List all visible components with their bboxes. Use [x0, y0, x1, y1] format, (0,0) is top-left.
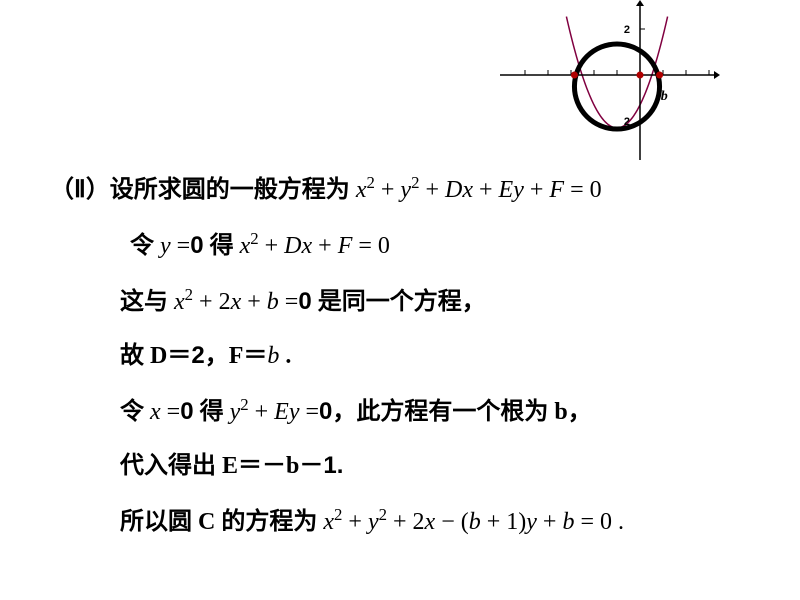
line5-c: 得 — [194, 399, 224, 425]
line3-c: 是同一个方程， — [312, 289, 486, 315]
graph-b-label: b — [661, 89, 668, 105]
eq2: x2 + Dx + F = 0 — [240, 233, 390, 259]
line4-a: 故 D＝ — [120, 343, 191, 369]
line1-text: ）设所求圆的一般方程为 — [86, 177, 350, 203]
b-val: b — [267, 343, 279, 369]
line4-d: . — [279, 343, 291, 369]
line-3: 这与 x2 + 2x + b =0 是同一个方程， — [50, 282, 750, 320]
coordinate-graph: 22 — [500, 0, 720, 160]
zero5b: 0 — [319, 398, 332, 425]
line-6: 代入得出 E＝－b－1. — [50, 448, 750, 484]
zero3: 0 — [298, 288, 311, 315]
eq5: y2 + Ey = — [230, 399, 319, 425]
roman-numeral: Ⅱ — [74, 177, 86, 203]
line2-a: 令 — [130, 233, 160, 259]
eq1: x2 + y2 + Dx + Ey + F = 0 — [356, 177, 602, 203]
line-7: 所以圆 C 的方程为 x2 + y2 + 2x − (b + 1)y + b =… — [50, 502, 750, 540]
paren-open: （ — [50, 177, 74, 203]
line-2: 令 y =0 得 x2 + Dx + F = 0 — [50, 226, 750, 264]
zero: 0 — [190, 232, 203, 259]
line4-c: ，F＝ — [205, 343, 268, 369]
two: 2 — [191, 342, 204, 369]
line5-e: ，此方程有一个根为 b， — [332, 399, 591, 425]
line-4: 故 D＝2，F＝b . — [50, 338, 750, 374]
eq3: x2 + 2x + b = — [174, 289, 298, 315]
y-eq: y = — [160, 233, 190, 259]
svg-text:2: 2 — [624, 116, 630, 128]
zero5a: 0 — [180, 398, 193, 425]
line7-a: 所以圆 C 的方程为 — [120, 509, 317, 535]
line-1: （Ⅱ）设所求圆的一般方程为 x2 + y2 + Dx + Ey + F = 0 — [50, 170, 750, 208]
line5-a: 令 — [120, 399, 150, 425]
line-5: 令 x =0 得 y2 + Ey =0，此方程有一个根为 b， — [50, 392, 750, 430]
line3-a: 这与 — [120, 289, 168, 315]
line6-a: 代入得出 E＝－b－ — [120, 453, 323, 479]
eq7: x2 + y2 + 2x − (b + 1)y + b = 0 . — [323, 509, 624, 535]
line2-c: 得 — [204, 233, 234, 259]
svg-text:2: 2 — [624, 24, 630, 36]
graph-container: 22 b — [500, 0, 720, 165]
x-eq: x = — [150, 399, 180, 425]
text-content: （Ⅱ）设所求圆的一般方程为 x2 + y2 + Dx + Ey + F = 0 … — [50, 170, 750, 558]
one: 1. — [323, 452, 343, 479]
